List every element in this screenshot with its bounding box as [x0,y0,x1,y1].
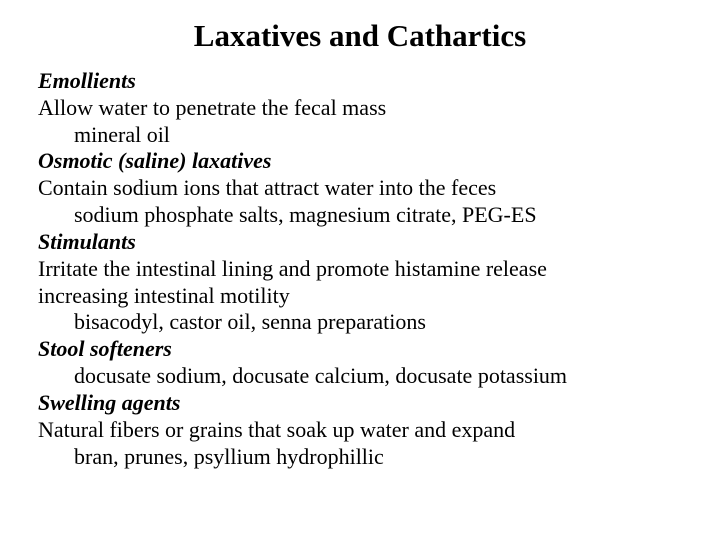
stimulants-description-line1: Irritate the intestinal lining and promo… [38,256,682,283]
swelling-heading: Swelling agents [38,390,682,417]
stimulants-examples: bisacodyl, castor oil, senna preparation… [74,309,682,336]
stool-softeners-heading: Stool softeners [38,336,682,363]
slide-body: Emollients Allow water to penetrate the … [38,68,682,470]
swelling-examples: bran, prunes, psyllium hydrophillic [74,444,682,471]
stool-softeners-examples: docusate sodium, docusate calcium, docus… [74,363,682,390]
stimulants-heading: Stimulants [38,229,682,256]
osmotic-heading: Osmotic (saline) laxatives [38,148,682,175]
stimulants-description-line2: increasing intestinal motility [38,283,682,310]
swelling-description: Natural fibers or grains that soak up wa… [38,417,682,444]
slide: Laxatives and Cathartics Emollients Allo… [0,0,720,540]
emollients-examples: mineral oil [74,122,682,149]
emollients-heading: Emollients [38,68,682,95]
emollients-description: Allow water to penetrate the fecal mass [38,95,682,122]
slide-title: Laxatives and Cathartics [38,18,682,54]
osmotic-description: Contain sodium ions that attract water i… [38,175,682,202]
osmotic-examples: sodium phosphate salts, magnesium citrat… [74,202,682,229]
